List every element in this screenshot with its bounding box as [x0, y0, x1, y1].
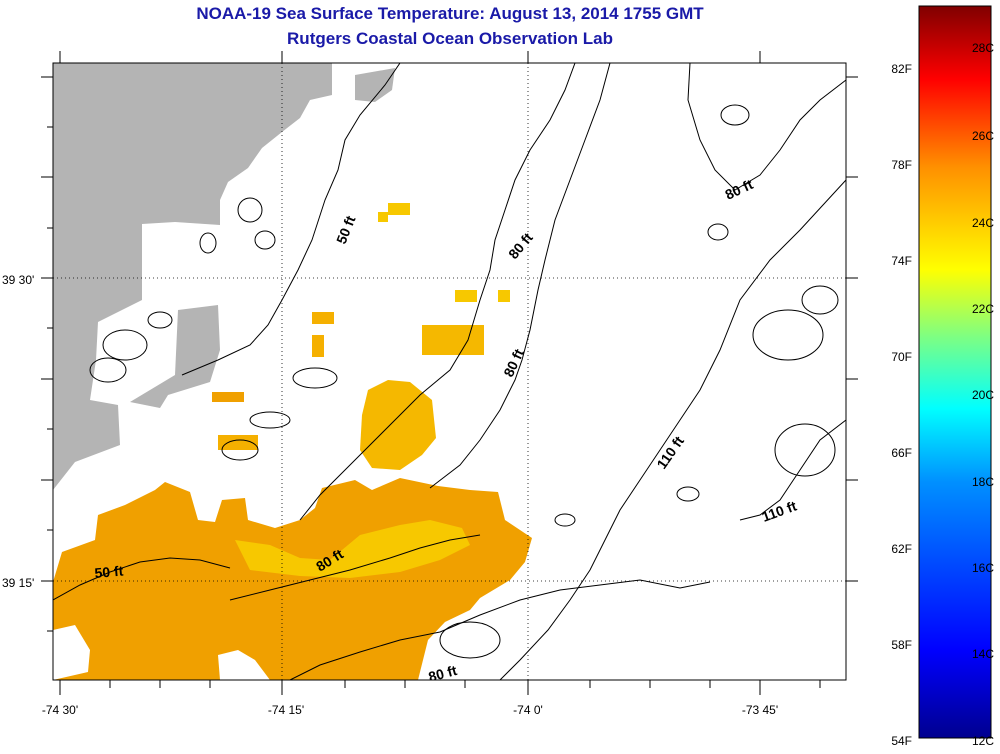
colorbar-c-label: 18C	[972, 475, 994, 489]
colorbar-f-label: 78F	[891, 158, 912, 172]
contour-80ft-south	[229, 534, 481, 601]
colorbar-c-label: 28C	[972, 41, 994, 55]
colorbar-f-label: 82F	[891, 62, 912, 76]
colorbar-f-label: 58F	[891, 638, 912, 652]
temperature-colorbar: 82F 78F 74F 70F 66F 62F 58F 54F 28C 26C …	[891, 5, 994, 748]
colorbar-c-label: 26C	[972, 129, 994, 143]
colorbar-c-label: 12C	[972, 734, 994, 748]
land-new-jersey	[53, 63, 332, 490]
axis-ticks	[41, 51, 858, 695]
lon-tick-label: -74 0'	[513, 703, 543, 717]
contour-50ft-south	[53, 557, 231, 601]
sst-patch-small-1	[422, 325, 484, 355]
sst-patch-small-3	[312, 335, 324, 357]
colorbar-f-label: 66F	[891, 446, 912, 460]
sst-patch-yellow-band	[235, 520, 470, 578]
contour-110ft	[499, 179, 846, 680]
lat-tick-label: 39 15'	[2, 576, 34, 590]
colorbar-f-label: 70F	[891, 350, 912, 364]
sst-patch-center	[360, 380, 436, 470]
contour-50ft-north	[181, 63, 401, 376]
colorbar-gradient	[918, 5, 992, 739]
colorbar-c-label: 16C	[972, 561, 994, 575]
colorbar-c-label: 14C	[972, 647, 994, 661]
map-subtitle: Rutgers Coastal Ocean Observation Lab	[287, 29, 613, 48]
sst-patch-small-5	[498, 290, 510, 302]
lon-tick-label: -74 15'	[268, 703, 304, 717]
contour-label: 80 ft	[427, 662, 459, 685]
contour-80ft-inner	[299, 63, 576, 521]
sst-data-layer	[53, 203, 532, 680]
sst-patch-small-7	[378, 212, 388, 222]
lon-tick-label: -74 30'	[42, 703, 78, 717]
sst-patch-small-2	[312, 312, 334, 324]
colorbar-c-label: 22C	[972, 302, 994, 316]
graticule	[53, 63, 846, 680]
map-frame	[52, 62, 847, 681]
contour-80ft-bottom	[289, 579, 711, 680]
map-panel: 50 ft 50 ft 80 ft 80 ft 80 ft 80 ft 80 f…	[53, 63, 846, 685]
contour-110ft-east	[739, 419, 846, 521]
map-title: NOAA-19 Sea Surface Temperature: August …	[196, 4, 704, 23]
colorbar-f-label: 62F	[891, 542, 912, 556]
sst-patch-small-4	[455, 290, 477, 302]
sst-gap-2	[218, 650, 270, 680]
contour-label: 50 ft	[94, 563, 124, 581]
contour-80ft-east	[687, 63, 846, 191]
bathymetry-contours	[53, 63, 846, 680]
lon-tick-label: -73 45'	[742, 703, 778, 717]
sst-patch-small-6	[388, 203, 410, 215]
land-patch-island	[355, 68, 395, 102]
land-patch-cape	[130, 305, 220, 408]
lat-tick-label: 39 30'	[2, 273, 34, 287]
colorbar-c-label: 24C	[972, 216, 994, 230]
colorbar-f-label: 74F	[891, 254, 912, 268]
sst-patch-small-8	[212, 392, 244, 402]
colorbar-f-label: 54F	[891, 734, 912, 748]
tick-labels: -74 30' -74 15' -74 0' -73 45' 39 30' 39…	[2, 273, 778, 717]
sst-patch-small-9	[218, 435, 258, 450]
colorbar-c-label: 20C	[972, 388, 994, 402]
sst-gap-1	[53, 625, 90, 680]
contour-80ft-outer	[429, 63, 611, 489]
